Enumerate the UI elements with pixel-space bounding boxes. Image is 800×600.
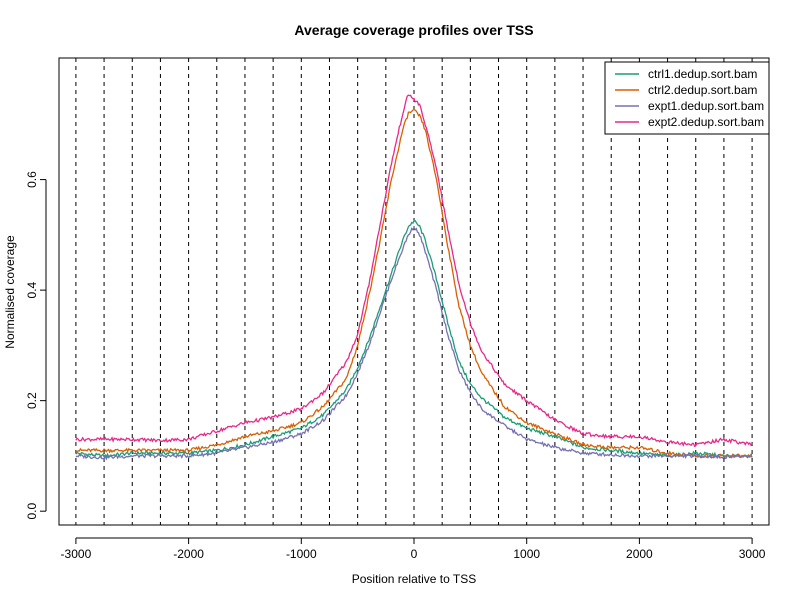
- legend-label: expt2.dedup.sort.bam: [648, 115, 764, 129]
- legend-label: ctrl2.dedup.sort.bam: [648, 83, 757, 97]
- y-tick-label: 0.0: [25, 503, 39, 520]
- y-tick-label: 0.4: [25, 281, 39, 298]
- plot-frame: [58, 57, 770, 526]
- x-tick-label: 0: [411, 547, 418, 561]
- x-tick-label: 3000: [739, 547, 766, 561]
- legend: ctrl1.dedup.sort.bam ctrl2.dedup.sort.bam…: [604, 61, 770, 135]
- chart-title: Average coverage profiles over TSS: [294, 22, 533, 38]
- y-axis-label: Normalised coverage: [3, 235, 17, 349]
- y-tick-label: 0.2: [25, 392, 39, 409]
- series-lines: [75, 94, 753, 461]
- x-axis: -3000 -2000 -1000 0 1000 2000 3000: [61, 537, 766, 561]
- legend-label: expt1.dedup.sort.bam: [648, 99, 764, 113]
- y-axis: 0.0 0.2 0.4 0.6: [25, 171, 47, 520]
- series-line-2: [75, 108, 753, 459]
- x-axis-label: Position relative to TSS: [352, 572, 477, 586]
- vertical-guides: [75, 58, 753, 525]
- series-line-4: [75, 94, 753, 448]
- x-tick-label: -3000: [61, 547, 92, 561]
- x-tick-label: 1000: [513, 547, 540, 561]
- x-tick-label: -2000: [173, 547, 204, 561]
- legend-label: ctrl1.dedup.sort.bam: [648, 67, 757, 81]
- y-tick-label: 0.6: [25, 171, 39, 188]
- x-tick-label: 2000: [626, 547, 653, 561]
- x-tick-label: -1000: [286, 547, 317, 561]
- series-line-3: [75, 226, 753, 461]
